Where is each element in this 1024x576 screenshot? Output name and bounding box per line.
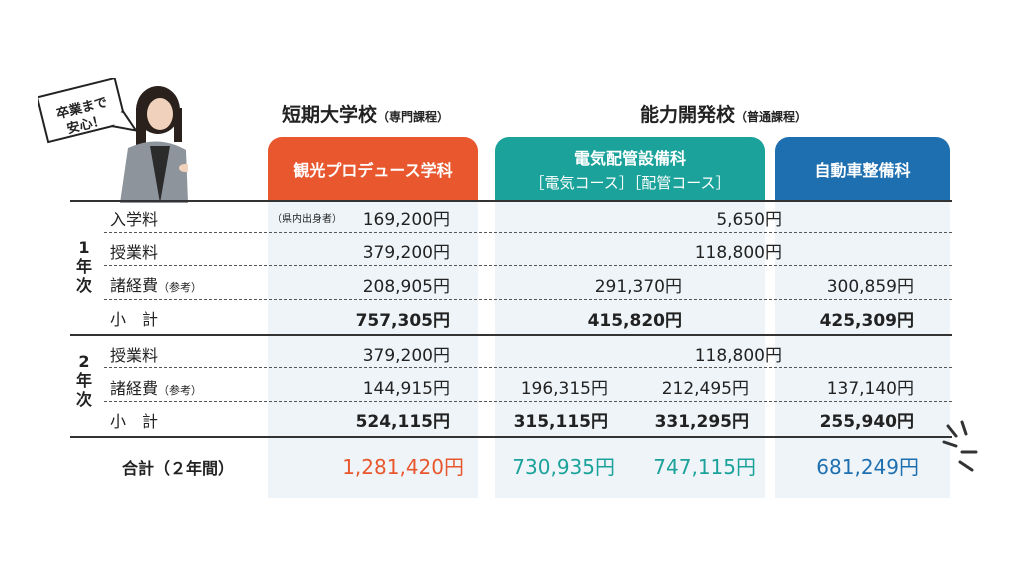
row-divider: [104, 401, 952, 402]
row-label-subtotal: 小 計: [110, 310, 159, 329]
total-denki-e: 730,935円: [512, 455, 615, 479]
cell-r6-kanko: 144,915円: [362, 379, 450, 399]
header-kanko-label: 観光プロデュース学科: [293, 160, 453, 180]
year-label-2: 2 年 次: [75, 352, 92, 409]
table-top-line: [70, 200, 952, 202]
cell-r3-kanko: 208,905円: [362, 277, 450, 297]
row-label-misc-2: 諸経費（参考）: [110, 375, 202, 399]
row-divider: [104, 367, 952, 368]
header-jidosha: 自動車整備科: [775, 137, 950, 200]
cell-r3-denki: 291,370円: [594, 277, 682, 297]
year-divider: [70, 334, 952, 336]
row-label-subtotal-2: 小 計: [110, 412, 159, 431]
cell-r7-denki-e: 315,115円: [513, 412, 608, 432]
cell-r1-kanko: 169,200円: [362, 210, 450, 230]
group-title-noryoku-sub: （普通課程）: [735, 110, 808, 124]
cell-r7-jidosha: 255,940円: [819, 412, 914, 432]
total-kanko: 1,281,420円: [342, 455, 464, 479]
cell-r4-jidosha: 425,309円: [819, 311, 914, 331]
cell-r2-noryoku: 118,800円: [694, 243, 782, 263]
header-denki-sub: ［電気コース］［配管コース］: [529, 173, 731, 192]
row-divider: [104, 232, 952, 233]
cell-r7-kanko: 524,115円: [355, 412, 450, 432]
kanko-column-bg: [268, 198, 478, 498]
row-label-misc-2-note: （参考）: [158, 384, 203, 397]
total-denki-h: 747,115円: [653, 455, 756, 479]
cell-r7-denki-h: 331,295円: [654, 412, 749, 432]
cell-r5-kanko: 379,200円: [362, 346, 450, 366]
total-jidosha: 681,249円: [816, 455, 919, 479]
student-illustration: 卒業まで 安心！: [35, 76, 191, 203]
row-label-tuition-2: 授業料: [110, 346, 159, 365]
row-label-tuition: 授業料: [110, 243, 159, 262]
cell-r6-denki-e: 196,315円: [520, 379, 608, 399]
total-divider: [70, 436, 952, 438]
jidosha-column-bg: [775, 198, 950, 498]
cell-r3-jidosha: 300,859円: [826, 277, 914, 297]
resident-note: （県内出身者）: [272, 214, 342, 225]
header-jidosha-label: 自動車整備科: [814, 160, 911, 180]
group-title-noryoku: 能力開発校（普通課程）: [640, 100, 807, 127]
group-title-noryoku-main: 能力開発校: [640, 104, 736, 126]
cell-r2-kanko: 379,200円: [362, 243, 450, 263]
cell-r4-kanko: 757,305円: [355, 311, 450, 331]
cell-r6-denki-h: 212,495円: [661, 379, 749, 399]
row-label-entrance: 入学料: [110, 210, 159, 229]
group-title-tanki-main: 短期大学校: [282, 104, 378, 126]
row-label-misc-text: 諸経費: [110, 276, 159, 295]
denki-column-bg: [495, 198, 765, 498]
row-label-misc-2-text: 諸経費: [110, 379, 159, 398]
row-label-misc-note: （参考）: [158, 281, 203, 294]
header-denki-label: 電気配管設備科: [573, 148, 686, 168]
header-denki: 電気配管設備科 ［電気コース］［配管コース］: [495, 137, 765, 200]
emphasis-lines-icon: [938, 420, 983, 480]
group-title-tanki-sub: （専門課程）: [377, 110, 450, 124]
header-kanko: 観光プロデュース学科: [268, 137, 478, 200]
year-label-1: 1 年 次: [75, 238, 92, 295]
row-divider: [104, 299, 952, 300]
group-title-tanki: 短期大学校（専門課程）: [282, 100, 449, 127]
row-divider: [104, 265, 952, 266]
cell-r4-denki: 415,820円: [587, 311, 682, 331]
cell-r5-noryoku: 118,800円: [694, 346, 782, 366]
cell-r1-noryoku: 5,650円: [716, 210, 782, 230]
cell-r6-jidosha: 137,140円: [826, 379, 914, 399]
row-label-misc: 諸経費（参考）: [110, 272, 202, 296]
total-label: 合計（２年間）: [122, 459, 235, 478]
